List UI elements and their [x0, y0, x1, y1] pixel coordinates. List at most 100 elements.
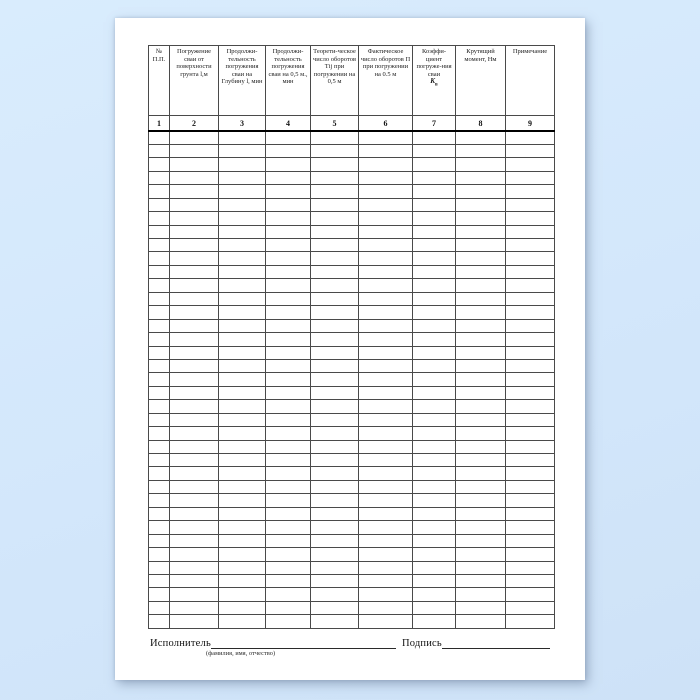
empty-cell — [412, 466, 456, 481]
empty-cell — [148, 614, 170, 629]
empty-cell — [169, 332, 219, 347]
empty-cell — [505, 493, 555, 508]
empty-cell — [455, 318, 506, 334]
empty-cell — [148, 399, 170, 414]
empty-cell — [455, 224, 506, 240]
empty-cell — [412, 506, 456, 522]
empty-cell — [455, 412, 506, 428]
empty-cell — [412, 305, 456, 320]
empty-cell — [358, 224, 413, 240]
empty-cell — [169, 547, 219, 562]
table-row — [148, 211, 555, 226]
empty-cell — [148, 170, 170, 186]
empty-cell — [218, 439, 266, 455]
table-row — [148, 426, 555, 441]
empty-cell — [412, 452, 456, 468]
column-header-notes: Примечание — [505, 45, 555, 116]
empty-cell — [218, 385, 266, 401]
empty-cell — [169, 533, 219, 549]
empty-cell — [358, 278, 413, 293]
document-page: № П.П. Погружение сваи от поверхности гр… — [115, 18, 585, 680]
column-header-duration-depth: Продолжи-тельность погружения сваи на Гл… — [218, 45, 266, 116]
table-row — [148, 385, 555, 401]
empty-cell — [148, 547, 170, 562]
empty-cell — [265, 345, 311, 360]
empty-cell — [218, 452, 266, 468]
empty-cell — [412, 547, 456, 562]
empty-cell — [148, 452, 170, 468]
empty-cell — [310, 600, 359, 616]
empty-cell — [455, 493, 506, 508]
empty-cell — [455, 184, 506, 199]
empty-cell — [505, 479, 555, 495]
table-row — [148, 614, 555, 629]
empty-cell — [265, 426, 311, 441]
empty-cell — [218, 479, 266, 495]
empty-cell — [455, 547, 506, 562]
empty-cell — [412, 291, 456, 307]
table-row — [148, 412, 555, 428]
empty-cell — [218, 143, 266, 159]
empty-cell — [412, 412, 456, 428]
empty-cell — [169, 211, 219, 226]
empty-cell — [358, 130, 413, 145]
empty-cell — [358, 157, 413, 172]
empty-cell — [218, 600, 266, 616]
table-row — [148, 170, 555, 186]
empty-cell — [505, 466, 555, 481]
empty-cell — [505, 547, 555, 562]
empty-cell — [455, 466, 506, 481]
empty-cell — [218, 184, 266, 199]
empty-cell — [358, 385, 413, 401]
empty-cell — [169, 318, 219, 334]
header-row: № П.П. Погружение сваи от поверхности гр… — [148, 45, 555, 116]
empty-cell — [218, 573, 266, 589]
table-row — [148, 305, 555, 320]
empty-cell — [218, 291, 266, 307]
empty-cell — [505, 614, 555, 629]
empty-cell — [310, 506, 359, 522]
empty-cell — [505, 358, 555, 374]
empty-cell — [505, 332, 555, 347]
empty-cell — [148, 318, 170, 334]
table-row — [148, 251, 555, 266]
table-row — [148, 358, 555, 374]
empty-cell — [358, 600, 413, 616]
empty-cell — [265, 452, 311, 468]
empty-cell — [218, 520, 266, 535]
empty-cell — [455, 157, 506, 172]
empty-cell — [310, 479, 359, 495]
empty-cell — [169, 237, 219, 253]
empty-cell — [148, 197, 170, 213]
empty-cell — [218, 318, 266, 334]
coefficient-symbol: Кв — [430, 77, 438, 88]
empty-cell — [412, 426, 456, 441]
empty-cell — [310, 372, 359, 387]
table-row — [148, 493, 555, 508]
empty-cell — [265, 600, 311, 616]
empty-cell — [148, 439, 170, 455]
empty-cell — [169, 305, 219, 320]
empty-cell — [265, 399, 311, 414]
empty-cell — [310, 224, 359, 240]
table-row — [148, 264, 555, 280]
empty-cell — [265, 278, 311, 293]
empty-cell — [265, 157, 311, 172]
column-header-actual-revolutions: Фактическое число оборотов П при погруже… — [358, 45, 413, 116]
empty-cell — [169, 412, 219, 428]
table-row — [148, 278, 555, 293]
empty-cell — [148, 493, 170, 508]
empty-cell — [265, 305, 311, 320]
empty-cell — [169, 157, 219, 172]
empty-cell — [412, 170, 456, 186]
empty-cell — [412, 211, 456, 226]
empty-cell — [310, 278, 359, 293]
empty-cell — [412, 143, 456, 159]
empty-cell — [455, 345, 506, 360]
empty-cell — [265, 130, 311, 145]
empty-cell — [505, 224, 555, 240]
empty-cell — [412, 264, 456, 280]
table-row — [148, 318, 555, 334]
empty-cell — [358, 251, 413, 266]
empty-cell — [169, 264, 219, 280]
